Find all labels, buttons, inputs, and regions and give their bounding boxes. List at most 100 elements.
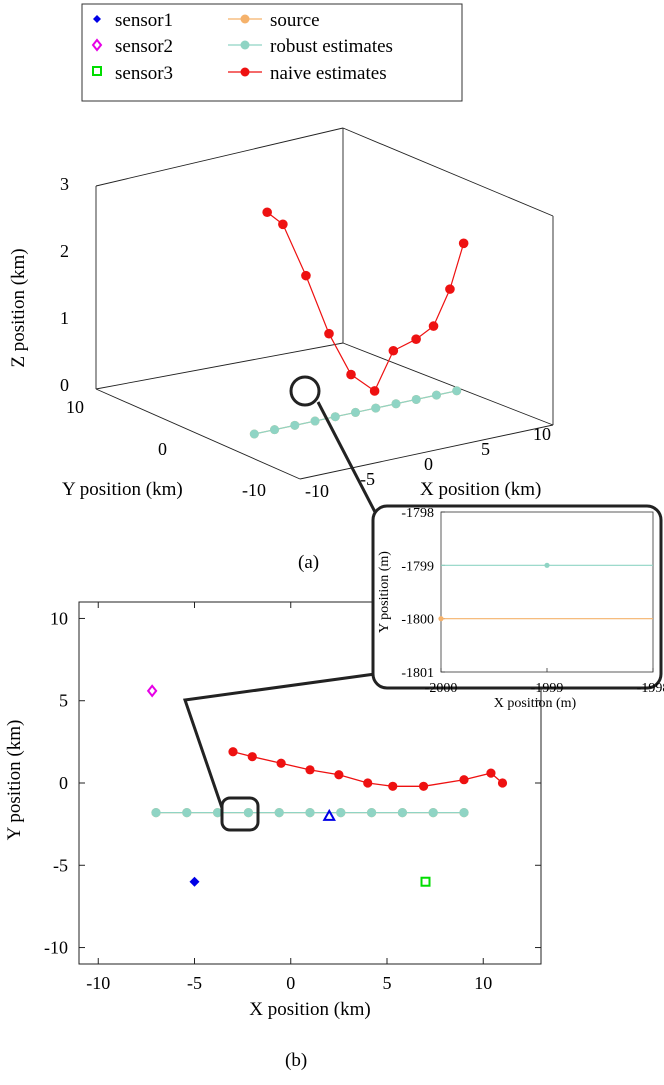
robust-point-b bbox=[274, 808, 284, 818]
sensor3-marker-icon bbox=[92, 66, 102, 76]
x-tick-label: 5 bbox=[383, 973, 392, 993]
robust-point-a bbox=[351, 407, 361, 417]
naive-point-a bbox=[262, 207, 272, 218]
inset-x-tick-label: -2000 bbox=[425, 681, 458, 696]
zoom-line-a bbox=[316, 401, 377, 513]
legend-entry-naive: naive estimates bbox=[228, 63, 387, 84]
naive-point-b bbox=[228, 747, 238, 757]
z-tick-label: 3 bbox=[60, 174, 69, 194]
inset-source-point bbox=[438, 616, 444, 622]
panel-b: -10 -5 0 5 10 10 5 0 -5 -10 Y position (km) X pos… bbox=[4, 601, 542, 1071]
naive-point-a bbox=[301, 270, 311, 281]
z-tick-label: 1 bbox=[60, 308, 69, 328]
inset-ylabel: Y position (m) bbox=[377, 551, 392, 633]
y-tick-label: -5 bbox=[53, 855, 68, 875]
x-tick-label: 5 bbox=[481, 439, 490, 459]
legend-entry-sensor2: sensor2 bbox=[91, 36, 173, 57]
z-tick-label: 0 bbox=[60, 375, 69, 395]
inset-y-tick-label: -1800 bbox=[401, 613, 434, 628]
robust-point-a bbox=[452, 386, 462, 396]
robust-point-b bbox=[243, 808, 253, 818]
x-tick-label: 0 bbox=[286, 973, 295, 993]
z-tick-label: 2 bbox=[60, 241, 69, 261]
panel-b-xlabel: X position (km) bbox=[249, 999, 370, 1020]
naive-point-b bbox=[388, 781, 398, 791]
zoom-line-b bbox=[182, 672, 376, 809]
source-dot-icon bbox=[240, 14, 250, 24]
panel-a: 0 1 2 3 10 0 -10 -10 -5 0 5 10 Z positio… bbox=[8, 127, 554, 573]
y-tick-label: 0 bbox=[59, 773, 68, 793]
naive-point-a bbox=[278, 219, 288, 230]
x-tick-label: -10 bbox=[305, 481, 329, 501]
naive-point-a bbox=[411, 334, 421, 345]
sensor1-marker bbox=[189, 876, 200, 887]
naive-point-b bbox=[418, 781, 429, 791]
panel-a-caption: (a) bbox=[298, 552, 319, 573]
inset-y-tick-label: -1801 bbox=[401, 666, 434, 681]
sensor1-marker-icon bbox=[93, 15, 101, 23]
y-tick-label: 5 bbox=[59, 691, 68, 711]
robust-point-b bbox=[428, 808, 438, 818]
panel-b-ylabel: Y position (km) bbox=[4, 720, 25, 841]
legend-label-naive: naive estimates bbox=[270, 63, 387, 84]
naive-point-a bbox=[458, 238, 469, 249]
naive-point-a bbox=[346, 369, 356, 380]
legend-entry-source: source bbox=[228, 10, 320, 31]
sensor2-marker bbox=[146, 684, 158, 698]
naive-point-a bbox=[445, 284, 455, 294]
naive-point-b bbox=[334, 770, 344, 780]
sensor3-marker bbox=[420, 876, 431, 887]
naive-line-a bbox=[266, 211, 465, 392]
triangle-marker bbox=[322, 808, 336, 821]
robust-point-a bbox=[270, 425, 280, 435]
legend-entry-robust: robust estimates bbox=[228, 36, 393, 57]
inset: -2000 -1999 -1998 -1798 -1799 -1800 -1801 Y po… bbox=[371, 504, 664, 711]
robust-point-a bbox=[330, 412, 340, 422]
panel-b-marks bbox=[146, 684, 508, 887]
inset-x-tick-label: -1999 bbox=[531, 681, 564, 696]
robust-point-b bbox=[305, 808, 315, 818]
inset-xlabel: X position (m) bbox=[494, 696, 577, 711]
inset-ticks: -2000 -1999 -1998 -1798 -1799 -1800 -1801 bbox=[401, 506, 664, 696]
naive-point-b bbox=[363, 778, 373, 788]
legend: sensor1 sensor2 sensor3 source robust es… bbox=[81, 3, 463, 102]
naive-point-a bbox=[324, 328, 334, 339]
robust-point-a bbox=[371, 403, 381, 413]
robust-point-b bbox=[459, 808, 469, 818]
zoom-box-b bbox=[220, 796, 260, 832]
naive-point-b bbox=[486, 768, 496, 778]
legend-label-robust: robust estimates bbox=[270, 36, 393, 57]
inset-robust-point bbox=[544, 562, 550, 568]
inset-y-tick-label: -1799 bbox=[401, 559, 434, 574]
naive-dot-icon bbox=[240, 67, 250, 77]
inset-frame bbox=[371, 504, 663, 690]
naive-point-a bbox=[369, 386, 380, 396]
panel-a-xlabel: X position (km) bbox=[420, 479, 541, 500]
legend-entry-sensor3: sensor3 bbox=[92, 63, 173, 84]
legend-box bbox=[81, 3, 463, 102]
panel-a-marks bbox=[249, 207, 469, 439]
y-tick-label: -10 bbox=[44, 938, 68, 958]
panel-a-ylabel: Y position (km) bbox=[62, 479, 183, 500]
x-tick-label: -5 bbox=[360, 469, 375, 489]
robust-point-a bbox=[391, 399, 401, 409]
naive-point-b bbox=[497, 778, 508, 788]
panel-a-zlabel: Z position (km) bbox=[8, 248, 29, 367]
panel-a-ticks: 0 1 2 3 10 0 -10 -10 -5 0 5 10 bbox=[60, 174, 551, 501]
robust-point-b bbox=[397, 808, 407, 818]
robust-point-b bbox=[151, 808, 161, 818]
robust-point-b bbox=[367, 808, 377, 818]
legend-entry-sensor1: sensor1 bbox=[93, 10, 173, 31]
robust-point-a bbox=[431, 390, 441, 400]
robust-point-a bbox=[290, 420, 300, 430]
inset-y-tick-label: -1798 bbox=[401, 506, 434, 521]
y-tick-label: 10 bbox=[50, 608, 68, 628]
robust-point-b bbox=[336, 808, 346, 818]
robust-point-a bbox=[310, 416, 320, 426]
legend-label-source: source bbox=[270, 10, 320, 31]
x-tick-label: 10 bbox=[533, 424, 551, 444]
robust-point-a bbox=[249, 429, 259, 439]
robust-point-b bbox=[213, 808, 223, 818]
naive-point-b bbox=[247, 752, 257, 762]
